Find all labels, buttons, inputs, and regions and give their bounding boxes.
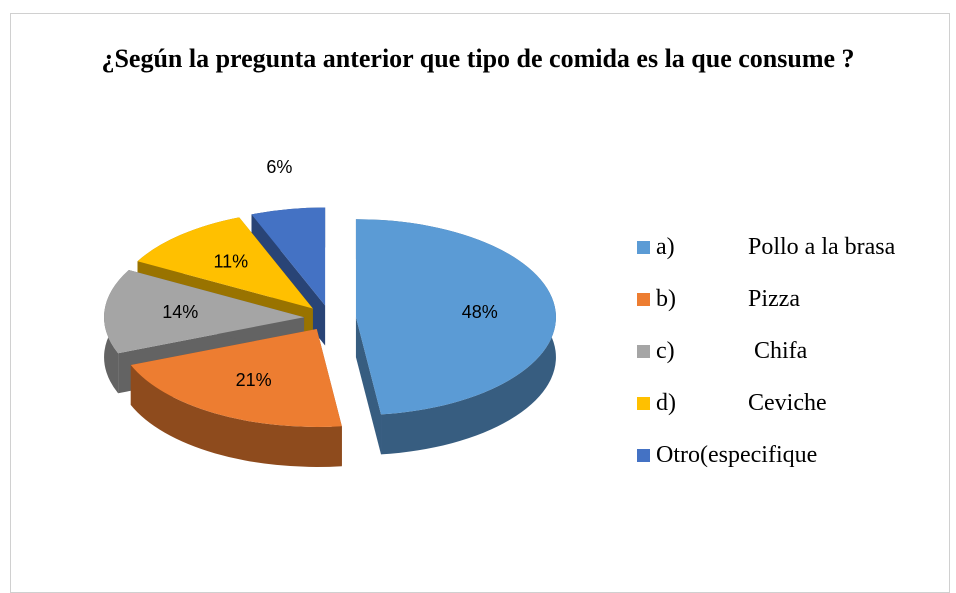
data-label: 48% [462,302,498,322]
slice [130,328,342,427]
legend-swatch [637,345,650,358]
chart-title: ¿Según la pregunta anterior que tipo de … [101,44,855,73]
legend-label: Otro(especifique [656,442,818,468]
slice-side [130,365,342,467]
legend: a) Pollo a la brasa b) Pizza c) Chifa d) Ce… [637,232,895,492]
legend-label: b) Pizza [656,286,800,312]
data-label: 6% [266,157,292,177]
page: ¿Según la pregunta anterior que tipo de … [10,13,950,593]
legend-item: a) Pollo a la brasa [637,232,895,284]
slice-side [355,317,382,455]
legend-swatch [637,397,650,410]
slice [251,207,326,306]
legend-item: c) Chifa [637,336,895,388]
legend-label: a) Pollo a la brasa [656,234,896,260]
slice [137,217,313,309]
chart: 48% 21% 14% 11% 6% [104,157,556,467]
legend-item: d) Ceviche [637,388,895,440]
data-label: 14% [162,302,198,322]
slice [355,219,556,415]
slice [104,269,305,354]
data-label: 21% [236,370,272,390]
legend-label: c) Chifa [656,338,808,364]
legend-swatch [637,449,650,462]
legend-item: Otro(especifique [637,440,895,492]
legend-item: b) Pizza [637,284,895,336]
data-label: 11% [213,252,248,272]
legend-swatch [637,293,650,306]
legend-swatch [637,241,650,254]
legend-label: d) Ceviche [656,390,827,416]
